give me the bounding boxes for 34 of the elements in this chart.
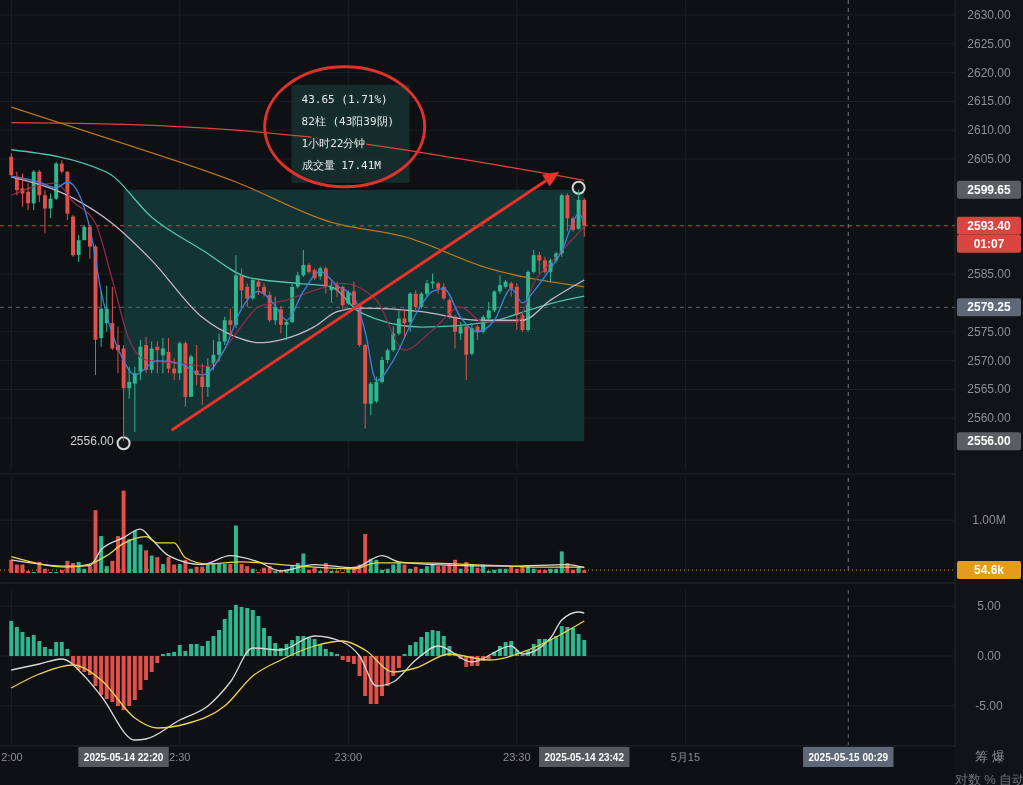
- y-tick-label: -5.00: [975, 699, 1003, 713]
- x-tick-label: 23:30: [503, 751, 531, 763]
- x-tick-label: 2:00: [1, 751, 23, 763]
- y-tick-label: 2560.00: [967, 411, 1012, 426]
- y-tick-label: 2615.00: [967, 94, 1012, 109]
- y-tick-label: 2575.00: [967, 324, 1012, 339]
- annotation: 成交量 17.41M: [301, 158, 382, 172]
- annotation: 2556.00: [70, 434, 114, 449]
- y-tick-label: 2605.00: [967, 151, 1012, 166]
- text: 2025-05-14 22:20: [83, 752, 164, 763]
- x-tick-label: 2:30: [169, 751, 191, 763]
- annotation: 43.65 (1.71%): [301, 92, 388, 106]
- y-tick-label: 2630.00: [967, 7, 1012, 22]
- y-tick-label: 2570.00: [967, 353, 1012, 368]
- ref-line-label: 2579.25: [967, 300, 1012, 315]
- ref-line-label: 54.6k: [973, 563, 1005, 578]
- text: 筹 爆: [975, 749, 1005, 764]
- annotation: 82柱 (43阳39阴): [301, 114, 395, 128]
- y-tick-label: 2620.00: [967, 65, 1012, 80]
- ref-line-label: 2025-05-15 00:29: [808, 752, 889, 763]
- text: 2599.65: [967, 182, 1012, 197]
- y-tick-label: 2585.00: [967, 267, 1012, 282]
- y-tick-label: 2625.00: [967, 36, 1012, 51]
- ref-line-label: 2593.40: [967, 218, 1012, 233]
- y-tick-label: 2610.00: [967, 123, 1012, 138]
- y-tick-label: 1.00M: [972, 513, 1006, 528]
- y-tick-label: 0.00: [977, 649, 1001, 663]
- x-tick-label: 23:00: [334, 751, 363, 763]
- x-tick-label: 5月15: [670, 751, 701, 763]
- text: 2025-05-14 23:42: [544, 752, 625, 763]
- y-tick-label: 2565.00: [967, 382, 1012, 397]
- y-tick-label: 5.00: [977, 599, 1001, 613]
- text: 01:07: [973, 236, 1005, 251]
- text: 2556.00: [967, 434, 1012, 449]
